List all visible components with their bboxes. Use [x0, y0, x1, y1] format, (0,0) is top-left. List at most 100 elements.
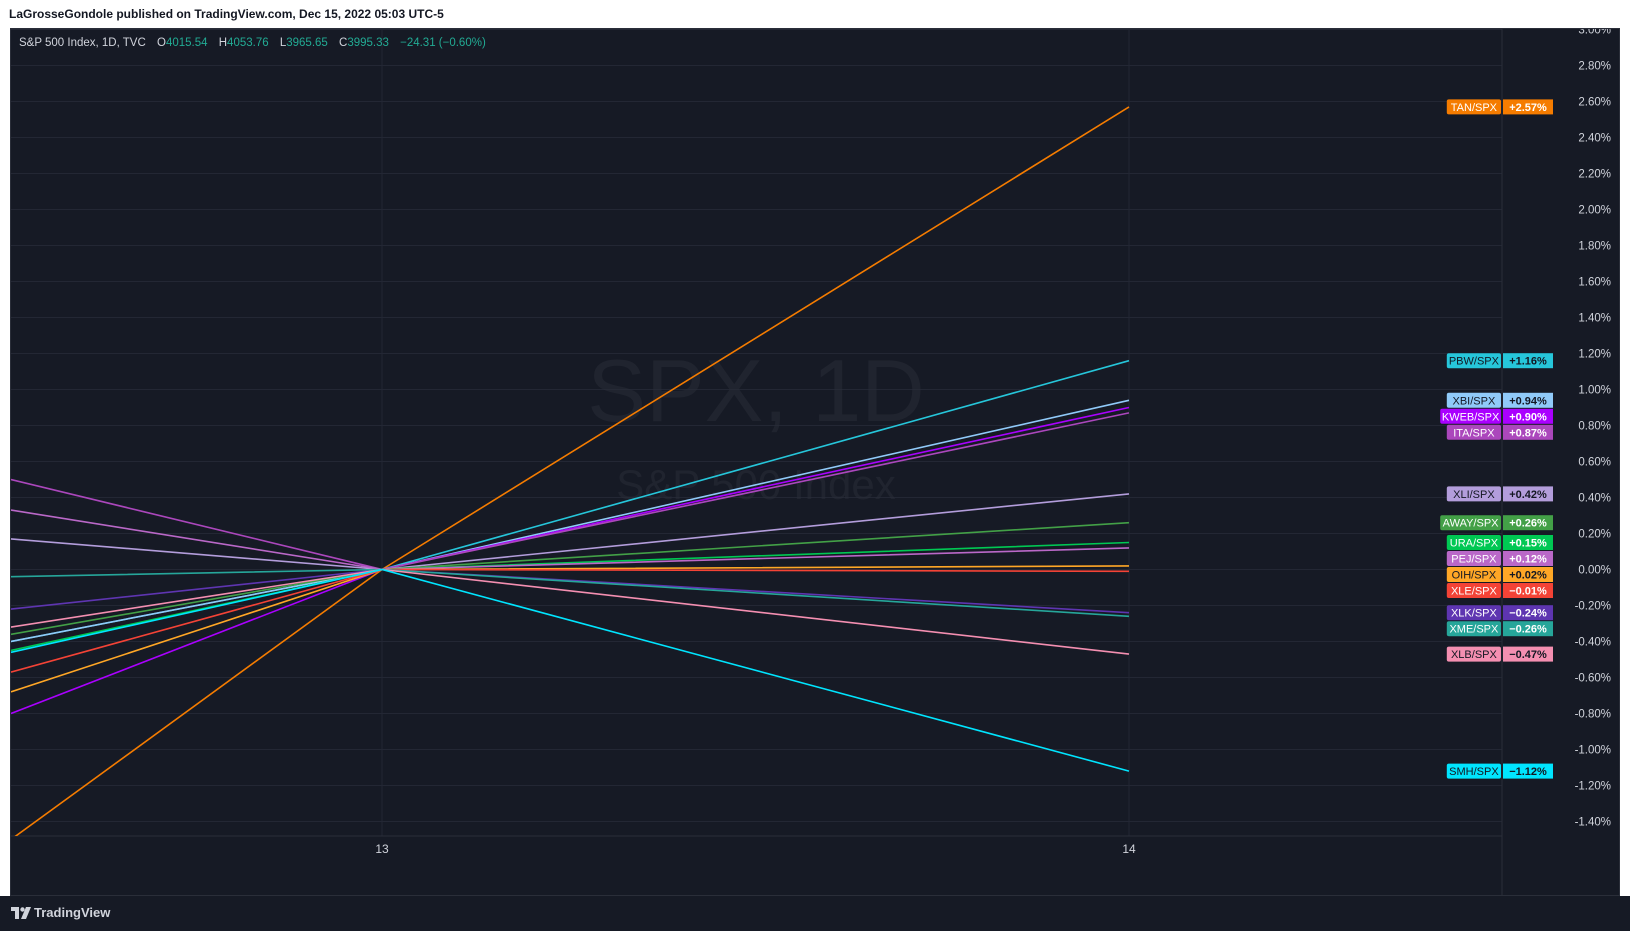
series-name-tag-pej-spx — [1446, 551, 1501, 566]
legend-high-label: H — [218, 37, 228, 49]
y-tick-label: 1.80% — [1578, 241, 1611, 253]
series-name-xli-spx: XLI/SPX — [1453, 489, 1495, 501]
series-value-tag-pbw-spx — [1503, 353, 1553, 369]
series-tags: TAN/SPX +2.57% PBW/SPX +1.16% XBI/SPX +0.94% K… — [1440, 99, 1553, 779]
series-line-pbw-spx — [11, 359, 1130, 643]
series-value-tag-xbi-spx — [1503, 392, 1553, 408]
series-name-xlk-spx: XLK/SPX — [1451, 608, 1498, 620]
footer-brand[interactable]: TradingView — [34, 905, 111, 920]
series-name-smh-spx: SMH/SPX — [1449, 766, 1499, 778]
series-value-tag-kweb-spx — [1503, 408, 1553, 424]
chart-svg[interactable]: 3.00% 2.80% 2.60% 2.40% 2.20% 2.00% 1.80% 1.60%… — [11, 29, 1619, 895]
legend-high-value: 4053.76 — [227, 37, 269, 49]
series-value-tan-spx: +2.57% — [1509, 102, 1547, 114]
series-value-tag-xlk-spx — [1503, 605, 1553, 621]
y-tick-label: -0.80% — [1575, 709, 1611, 721]
watermark-symbol: SPX, 1D — [587, 341, 924, 440]
series-line-smh-spx — [11, 568, 1130, 772]
series-value-tag-tan-spx — [1503, 99, 1553, 115]
y-tick-label: -0.20% — [1575, 601, 1611, 613]
series-name-pbw-spx: PBW/SPX — [1449, 356, 1500, 368]
series-name-tan-spx: TAN/SPX — [1451, 102, 1498, 114]
tradingview-logo-icon[interactable] — [10, 905, 32, 921]
y-tick-label: 0.80% — [1578, 421, 1611, 433]
series-name-tag-away-spx — [1440, 515, 1501, 531]
series-line-pej-spx — [11, 509, 1130, 571]
series-name-tag-kweb-spx — [1440, 408, 1501, 424]
series-line-ita-spx — [11, 412, 1130, 571]
y-tick-label: 1.40% — [1578, 313, 1611, 325]
series-line-tan-spx — [14, 106, 1130, 836]
series-name-tag-xlk-spx — [1446, 605, 1501, 621]
legend-low-label: L — [279, 37, 287, 49]
y-tick-label: 2.00% — [1578, 205, 1611, 217]
series-value-ita-spx: +0.87% — [1509, 427, 1547, 439]
series-name-tag-pbw-spx — [1446, 353, 1501, 369]
series-name-tag-tan-spx — [1446, 99, 1501, 115]
series-name-ita-spx: ITA/SPX — [1453, 427, 1495, 439]
series-value-tag-xle-spx — [1503, 583, 1553, 598]
series-value-pbw-spx: +1.16% — [1509, 356, 1547, 368]
x-axis: 13 14 — [375, 842, 1136, 856]
series-value-tag-oih-spx — [1503, 567, 1553, 582]
y-tick-label: 2.40% — [1578, 133, 1611, 145]
series-name-pej-spx: PEJ/SPX — [1451, 554, 1497, 566]
y-tick-label: -1.20% — [1575, 781, 1611, 793]
series-name-tag-xli-spx — [1446, 486, 1501, 502]
series-value-xbi-spx: +0.94% — [1509, 395, 1547, 407]
y-tick-label: 1.20% — [1578, 349, 1611, 361]
series-value-ura-spx: +0.15% — [1509, 538, 1547, 550]
chart-pane[interactable]: 3.00% 2.80% 2.60% 2.40% 2.20% 2.00% 1.80% 1.60%… — [10, 28, 1620, 896]
series-value-tag-xlb-spx — [1503, 646, 1553, 662]
y-tick-label: 0.60% — [1578, 457, 1611, 469]
publish-header: LaGrosseGondole published on TradingView… — [0, 0, 1630, 28]
series-value-xlb-spx: −0.47% — [1509, 649, 1547, 661]
y-tick-label: -0.60% — [1575, 673, 1611, 685]
legend-change: −24.31 (−0.60%) — [400, 37, 486, 49]
series-value-tag-pej-spx — [1503, 551, 1553, 566]
y-tick-label: 0.00% — [1578, 565, 1611, 577]
series-value-xle-spx: −0.01% — [1509, 586, 1547, 598]
y-tick-label: -1.40% — [1575, 817, 1611, 829]
y-tick-label: 0.40% — [1578, 493, 1611, 505]
series-value-tag-xme-spx — [1503, 621, 1553, 637]
series-value-tag-ita-spx — [1503, 424, 1553, 440]
series-lines — [11, 106, 1130, 836]
symbol-legend[interactable]: S&P 500 Index, 1D, TVC O4015.54 H4053.76… — [19, 37, 486, 49]
y-tick-label: -1.00% — [1575, 745, 1611, 757]
y-tick-label: 0.20% — [1578, 529, 1611, 541]
series-value-tag-smh-spx — [1503, 763, 1553, 779]
series-name-xme-spx: XME/SPX — [1449, 624, 1499, 636]
series-name-oih-spx: OIH/SPX — [1452, 570, 1497, 582]
series-line-ura-spx — [11, 541, 1130, 652]
legend-close-label: C — [339, 37, 348, 49]
series-name-tag-xbi-spx — [1446, 392, 1501, 408]
y-axis: 3.00% 2.80% 2.60% 2.40% 2.20% 2.00% 1.80% 1.60%… — [1575, 29, 1611, 829]
legend-open-value: 4015.54 — [165, 37, 208, 49]
series-value-tag-xli-spx — [1503, 486, 1553, 502]
grid — [11, 29, 1502, 836]
y-tick-label: 2.80% — [1578, 61, 1611, 73]
series-name-tag-ura-spx — [1446, 535, 1501, 550]
legend-open-label: O — [157, 37, 166, 49]
legend-symbol: S&P 500 Index, 1D, TVC — [19, 37, 146, 49]
series-value-xli-spx: +0.42% — [1509, 489, 1547, 501]
x-tick-label: 14 — [1122, 842, 1136, 856]
y-tick-label: 2.20% — [1578, 169, 1611, 181]
series-value-oih-spx: +0.02% — [1509, 570, 1547, 582]
series-value-tag-ura-spx — [1503, 535, 1553, 550]
series-value-xlk-spx: −0.24% — [1509, 608, 1547, 620]
series-name-tag-xme-spx — [1446, 621, 1501, 637]
series-line-oih-spx — [11, 565, 1130, 693]
series-value-kweb-spx: +0.90% — [1509, 411, 1547, 423]
series-name-tag-smh-spx — [1446, 763, 1501, 779]
series-name-kweb-spx: KWEB/SPX — [1442, 411, 1500, 423]
series-name-xlb-spx: XLB/SPX — [1451, 649, 1498, 661]
y-tick-label: 1.00% — [1578, 385, 1611, 397]
series-name-away-spx: AWAY/SPX — [1443, 518, 1499, 530]
series-name-ura-spx: URA/SPX — [1450, 538, 1499, 550]
series-value-smh-spx: −1.12% — [1509, 766, 1547, 778]
series-value-away-spx: +0.26% — [1509, 518, 1547, 530]
y-tick-label: 2.60% — [1578, 97, 1611, 109]
legend-low-value: 3965.65 — [286, 37, 328, 49]
